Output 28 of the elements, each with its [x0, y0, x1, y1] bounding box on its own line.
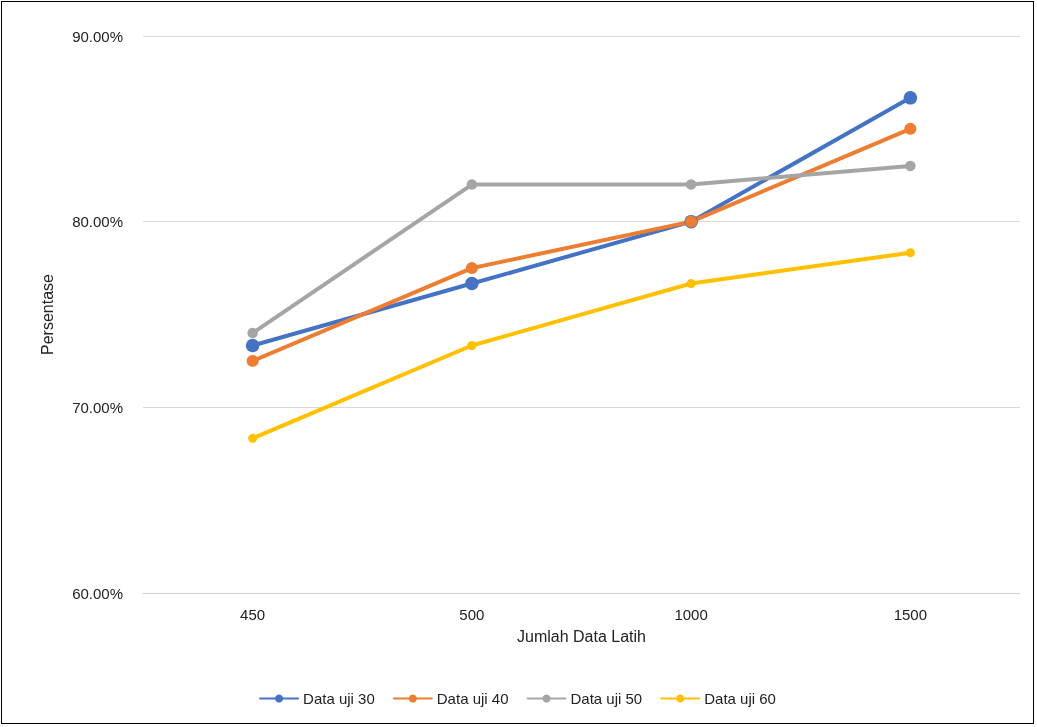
legend-label: Data uji 60: [704, 690, 776, 707]
point: [686, 279, 696, 288]
point: [905, 160, 916, 172]
legend-label: Data uji 50: [570, 690, 643, 707]
point: [685, 179, 697, 190]
point: [247, 327, 258, 339]
legend-label: Data uji 30: [303, 690, 375, 707]
x-tick-label: 1000: [674, 606, 708, 623]
x-tick-label: 1500: [893, 606, 928, 623]
point: [245, 338, 260, 353]
point: [466, 179, 478, 190]
y-tick-label: 60.00%: [72, 584, 123, 602]
point: [904, 122, 917, 135]
y-tick-label: 90.00%: [72, 27, 123, 45]
point: [467, 341, 477, 350]
x-tick-label: 500: [459, 606, 485, 623]
point: [248, 433, 258, 443]
y-tick-label: 70.00%: [72, 398, 123, 416]
x-axis-title: Jumlah Data Latih: [517, 627, 646, 645]
legend-label: Data uji 40: [436, 690, 509, 707]
point: [246, 354, 259, 367]
point: [465, 262, 478, 275]
point: [903, 91, 918, 105]
point: [905, 248, 915, 258]
y-axis-title: Persentase: [38, 273, 56, 355]
y-tick-label: 80.00%: [72, 213, 123, 231]
x-tick-label: 450: [240, 606, 266, 623]
point: [465, 276, 479, 291]
